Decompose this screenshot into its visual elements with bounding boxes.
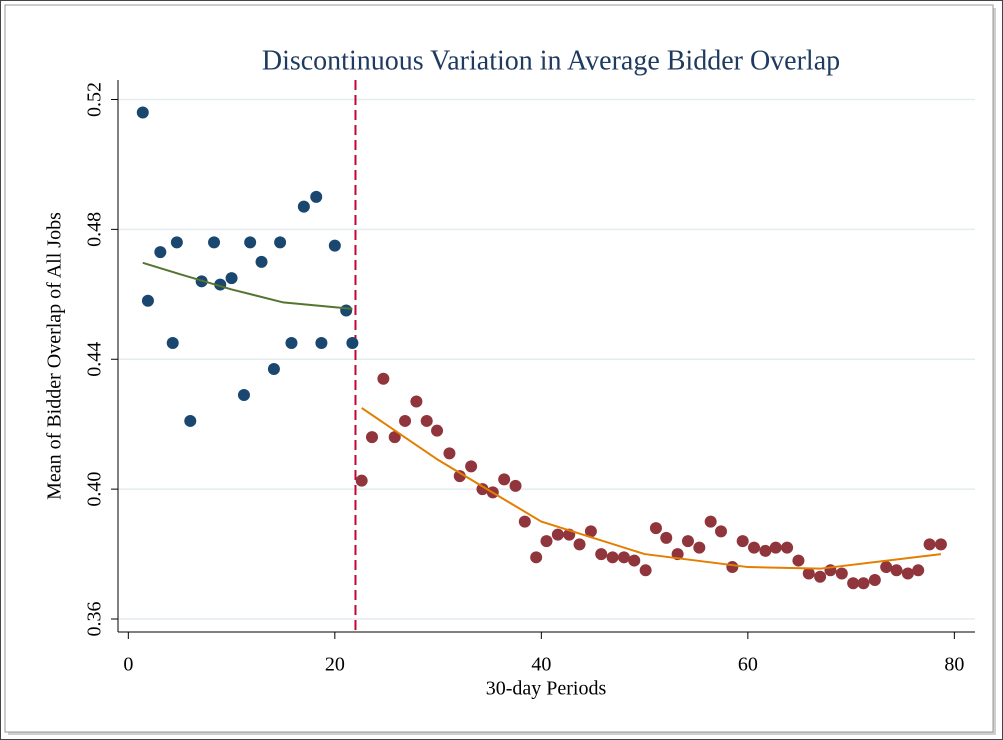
scatter-point [649,522,662,535]
scatter-point [530,551,543,564]
scatter-point [781,541,794,554]
scatter-point [714,525,727,538]
scatter-point [237,388,250,401]
scatter-point [431,424,444,437]
scatter-point [255,255,268,268]
scatter-point [693,541,706,554]
scatter-point [912,564,925,577]
scatter-point [453,470,466,483]
scatter-point [814,570,827,583]
scatter-point [628,554,641,567]
x-axis-label: 30-day Periods [486,678,607,700]
scatter-point [595,548,608,561]
scatter-point [184,414,197,427]
scatter-point [868,574,881,587]
x-tick-label: 60 [738,654,758,676]
scatter-point [540,535,553,548]
scatter-point [518,515,531,528]
scatter-point [310,190,323,203]
scatter-point [208,236,221,249]
scatter-point [170,236,183,249]
x-tick-label: 20 [325,654,345,676]
scatter-point [166,337,179,350]
x-tick-label: 40 [531,654,551,676]
scatter-point [606,551,619,564]
scatter-point [759,544,772,557]
scatter-point [267,362,280,375]
scatter-point [225,272,238,285]
fit-line [142,261,353,310]
scatter-point [573,538,586,551]
scatter-point [551,528,564,541]
scatter-point [346,337,359,350]
scatter-point [154,246,167,259]
scatter-point [328,239,341,252]
scatter-point [410,395,423,408]
scatter-point [388,431,401,444]
scatter-point [141,294,154,307]
scatter-point [297,200,310,213]
scatter-point [736,535,749,548]
scatter-point [315,337,328,350]
scatter-point [355,474,368,487]
scatter-point [244,236,257,249]
scatter-point [509,479,522,492]
chart-title: Discontinuous Variation in Average Bidde… [262,45,840,76]
scatter-point [835,567,848,580]
scatter-point [285,337,298,350]
scatter-point [274,236,287,249]
y-axis-label: Mean of Bidder Overlap of All Jobs [44,212,66,500]
scatter-point [340,304,353,317]
scatter-point [901,567,914,580]
scatter-point [465,460,478,473]
scatter-point [802,567,815,580]
scatter-point [923,538,936,551]
scatter-point [443,447,456,460]
scatter-point [681,535,694,548]
scatter-point [769,541,782,554]
y-tick-label: 0.40 [84,472,106,507]
scatter-point [890,564,903,577]
y-tick-label: 0.36 [84,602,106,637]
scatter-point [399,414,412,427]
scatter-point [639,564,652,577]
scatter-point [476,483,489,496]
scatter-point [726,561,739,574]
fit-line [361,407,942,570]
scatter-point [660,531,673,544]
scatter-point [880,561,893,574]
scatter-point [792,554,805,567]
scatter-point [366,431,379,444]
scatter-point [704,515,717,528]
scatter-point [136,106,149,119]
scatter-point [617,551,630,564]
scatter-point [584,525,597,538]
inner-frame [4,4,994,733]
scatter-point [420,414,433,427]
scatter-point [934,538,947,551]
x-tick-label: 80 [944,654,964,676]
scatter-point [498,473,511,486]
scatter-point [857,577,870,590]
scatter-point [377,372,390,385]
y-tick-label: 0.44 [84,342,106,377]
scatter-point [847,577,860,590]
scatter-point [748,541,761,554]
y-tick-label: 0.48 [84,212,106,247]
x-tick-label: 0 [123,654,133,676]
y-tick-label: 0.52 [84,82,106,117]
